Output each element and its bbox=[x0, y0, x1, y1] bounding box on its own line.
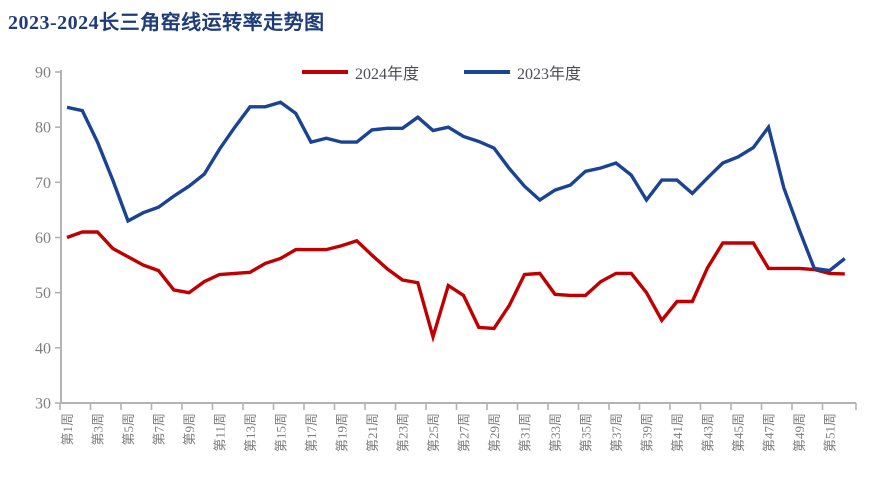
x-tick-label: 第35周 bbox=[579, 413, 594, 452]
y-tick-label: 30 bbox=[35, 396, 51, 413]
y-tick-label: 40 bbox=[35, 340, 51, 357]
x-tick-label: 第37周 bbox=[609, 413, 624, 452]
series-2024-line bbox=[66, 230, 845, 343]
x-tick-label: 第33周 bbox=[548, 413, 563, 452]
x-tick-label: 第43周 bbox=[701, 413, 716, 452]
legend-swatch-2023-icon bbox=[464, 70, 510, 74]
legend-swatch-2024-icon bbox=[302, 70, 348, 74]
legend-label-2024: 2024年度 bbox=[355, 66, 420, 83]
x-tick-label: 第21周 bbox=[365, 413, 380, 452]
x-tick-label: 第41周 bbox=[670, 413, 685, 452]
y-tick-label: 90 bbox=[35, 65, 51, 82]
legend-item-2024: 2024年度 bbox=[302, 63, 420, 83]
x-tick-label: 第29周 bbox=[487, 413, 502, 452]
legend-label-2023: 2023年度 bbox=[517, 66, 582, 83]
x-tick-label: 第39周 bbox=[640, 413, 655, 452]
x-tick-label: 第13周 bbox=[243, 413, 258, 452]
x-tick-label: 第17周 bbox=[304, 413, 319, 452]
x-tick-label: 第3周 bbox=[91, 413, 106, 446]
x-tick-label: 第51周 bbox=[823, 413, 838, 452]
axes: 30 40 50 60 70 80 90 第1周 第3周 第5周 第7周 第9周 第11周 第13周 第15… bbox=[35, 65, 857, 452]
legend-item-2023: 2023年度 bbox=[464, 63, 582, 83]
y-tick-label: 60 bbox=[35, 230, 51, 247]
x-tick-label: 第23周 bbox=[396, 413, 411, 452]
x-tick-label: 第47周 bbox=[762, 413, 777, 452]
y-tick-label: 50 bbox=[35, 285, 51, 302]
series-2023-line bbox=[66, 100, 846, 273]
chart-title: 2023-2024长三角窑线运转率走势图 bbox=[8, 12, 325, 34]
x-tick-label: 第31周 bbox=[518, 413, 533, 452]
x-tick-label: 第11周 bbox=[213, 413, 228, 452]
x-tick-label: 第9周 bbox=[182, 413, 197, 446]
x-tick-label: 第7周 bbox=[152, 413, 167, 446]
x-tick-label: 第5周 bbox=[121, 413, 136, 446]
x-tick-label: 第25周 bbox=[426, 413, 441, 452]
x-tick-label: 第45周 bbox=[731, 413, 746, 452]
x-tick-label: 第19周 bbox=[335, 413, 350, 452]
x-tick-label: 第1周 bbox=[60, 413, 75, 446]
x-tick-label: 第49周 bbox=[792, 413, 807, 452]
y-tick-label: 80 bbox=[35, 120, 51, 137]
x-tick-label: 第15周 bbox=[274, 413, 289, 452]
x-tick-label: 第27周 bbox=[457, 413, 472, 452]
y-tick-label: 70 bbox=[35, 175, 51, 192]
